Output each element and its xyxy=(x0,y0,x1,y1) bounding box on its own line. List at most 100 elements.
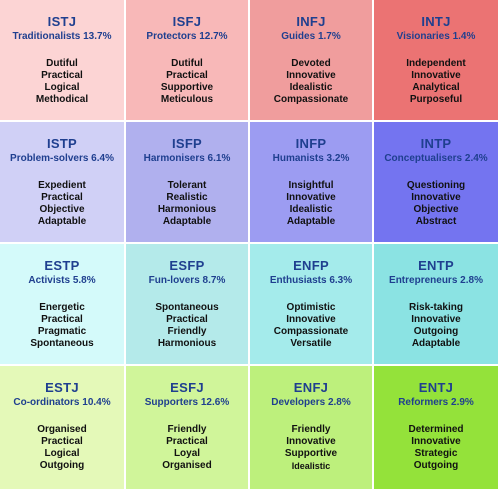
trait: Supportive xyxy=(284,448,338,459)
trait: Idealistic xyxy=(291,461,331,471)
trait: Purposeful xyxy=(409,94,463,105)
trait: Adaptable xyxy=(286,216,336,227)
type-label: Activists 5.8% xyxy=(28,275,96,286)
type-cell-estp: ESTP Activists 5.8% Energetic Practical … xyxy=(0,244,124,364)
trait: Supportive xyxy=(160,82,214,93)
type-cell-infp: INFP Humanists 3.2% Insightful Innovativ… xyxy=(250,122,372,242)
trait: Idealistic xyxy=(289,82,333,93)
type-cell-infj: INFJ Guides 1.7% Devoted Innovative Idea… xyxy=(250,0,372,120)
trait: Practical xyxy=(166,314,208,325)
type-code: INTP xyxy=(420,136,452,151)
type-cell-intj: INTJ Visionaries 1.4% Independent Innova… xyxy=(374,0,498,120)
trait: Practical xyxy=(41,192,83,203)
type-label: Protectors 12.7% xyxy=(146,31,228,42)
trait: Harmonious xyxy=(157,338,217,349)
type-code: ENFP xyxy=(293,258,329,273)
trait: Versatile xyxy=(290,338,332,349)
trait: Risk-taking xyxy=(409,302,463,313)
trait-list: Devoted Innovative Idealistic Compassion… xyxy=(250,58,372,106)
trait: Compassionate xyxy=(273,94,349,105)
type-cell-estj: ESTJ Co-ordinators 10.4% Organised Pract… xyxy=(0,366,124,489)
type-cell-isfp: ISFP Harmonisers 6.1% Tolerant Realistic… xyxy=(126,122,248,242)
type-code: ENFJ xyxy=(293,380,329,395)
type-code: ESFP xyxy=(169,258,205,273)
trait: Innovative xyxy=(411,192,461,203)
trait: Pragmatic xyxy=(37,326,87,337)
trait: Practical xyxy=(41,314,83,325)
trait: Organised xyxy=(37,424,87,435)
trait: Innovative xyxy=(286,314,336,325)
trait: Outgoing xyxy=(413,326,459,337)
type-code: ISTP xyxy=(46,136,78,151)
trait: Friendly xyxy=(291,424,331,435)
trait: Meticulous xyxy=(160,94,214,105)
type-cell-enfj: ENFJ Developers 2.8% Friendly Innovative… xyxy=(250,366,372,489)
type-cell-entj: ENTJ Reformers 2.9% Determined Innovativ… xyxy=(374,366,498,489)
type-label: Entrepreneurs 2.8% xyxy=(389,275,483,286)
type-label: Co-ordinators 10.4% xyxy=(13,397,111,408)
type-code: ENTP xyxy=(418,258,454,273)
trait: Idealistic xyxy=(289,204,333,215)
type-cell-enfp: ENFP Enthusiasts 6.3% Optimistic Innovat… xyxy=(250,244,372,364)
type-code: ESTP xyxy=(44,258,80,273)
type-code: ENTJ xyxy=(418,380,454,395)
type-label: Visionaries 1.4% xyxy=(396,31,476,42)
trait: Compassionate xyxy=(273,326,349,337)
type-label: Developers 2.8% xyxy=(271,397,351,408)
trait: Abstract xyxy=(415,216,457,227)
trait: Harmonious xyxy=(157,204,217,215)
type-code: INFJ xyxy=(296,14,326,29)
type-cell-isfj: ISFJ Protectors 12.7% Dutiful Practical … xyxy=(126,0,248,120)
trait: Practical xyxy=(166,436,208,447)
trait: Loyal xyxy=(173,448,201,459)
type-code: INTJ xyxy=(421,14,451,29)
trait: Innovative xyxy=(411,436,461,447)
trait-list: Expedient Practical Objective Adaptable xyxy=(0,180,124,228)
trait: Spontaneous xyxy=(30,338,94,349)
trait: Outgoing xyxy=(413,460,459,471)
trait: Strategic xyxy=(414,448,458,459)
trait-list: Independent Innovative Analytical Purpos… xyxy=(374,58,498,106)
trait: Determined xyxy=(408,424,464,435)
trait: Logical xyxy=(44,82,80,93)
type-code: ISFJ xyxy=(172,14,202,29)
trait: Energetic xyxy=(39,302,85,313)
type-code: ISTJ xyxy=(47,14,77,29)
trait: Friendly xyxy=(167,326,207,337)
type-code: ESTJ xyxy=(45,380,79,395)
trait: Devoted xyxy=(291,58,331,69)
trait-list: Friendly Innovative Supportive Idealisti… xyxy=(250,424,372,472)
trait: Practical xyxy=(166,70,208,81)
trait: Innovative xyxy=(286,70,336,81)
trait: Practical xyxy=(41,436,83,447)
trait-list: Questioning Innovative Objective Abstrac… xyxy=(374,180,498,228)
type-label: Traditionalists 13.7% xyxy=(12,31,112,42)
type-cell-entp: ENTP Entrepreneurs 2.8% Risk-taking Inno… xyxy=(374,244,498,364)
trait: Adaptable xyxy=(162,216,212,227)
type-label: Problem-solvers 6.4% xyxy=(10,153,114,164)
trait: Expedient xyxy=(38,180,86,191)
trait: Tolerant xyxy=(167,180,207,191)
trait-list: Organised Practical Logical Outgoing xyxy=(0,424,124,472)
type-label: Enthusiasts 6.3% xyxy=(269,275,353,286)
type-cell-istj: ISTJ Traditionalists 13.7% Dutiful Pract… xyxy=(0,0,124,120)
trait: Outgoing xyxy=(39,460,85,471)
type-label: Reformers 2.9% xyxy=(398,397,474,408)
trait-list: Friendly Practical Loyal Organised xyxy=(126,424,248,472)
trait: Dutiful xyxy=(171,58,203,69)
trait: Insightful xyxy=(288,180,334,191)
type-code: ESFJ xyxy=(170,380,204,395)
trait: Organised xyxy=(162,460,212,471)
trait: Innovative xyxy=(411,70,461,81)
type-cell-intp: INTP Conceptualisers 2.4% Questioning In… xyxy=(374,122,498,242)
trait-list: Energetic Practical Pragmatic Spontaneou… xyxy=(0,302,124,350)
trait: Realistic xyxy=(166,192,208,203)
trait: Objective xyxy=(39,204,85,215)
trait-list: Dutiful Practical Logical Methodical xyxy=(0,58,124,106)
type-cell-esfp: ESFP Fun-lovers 8.7% Spontaneous Practic… xyxy=(126,244,248,364)
trait-list: Dutiful Practical Supportive Meticulous xyxy=(126,58,248,106)
type-label: Fun-lovers 8.7% xyxy=(148,275,226,286)
trait: Objective xyxy=(413,204,459,215)
trait: Dutiful xyxy=(46,58,78,69)
